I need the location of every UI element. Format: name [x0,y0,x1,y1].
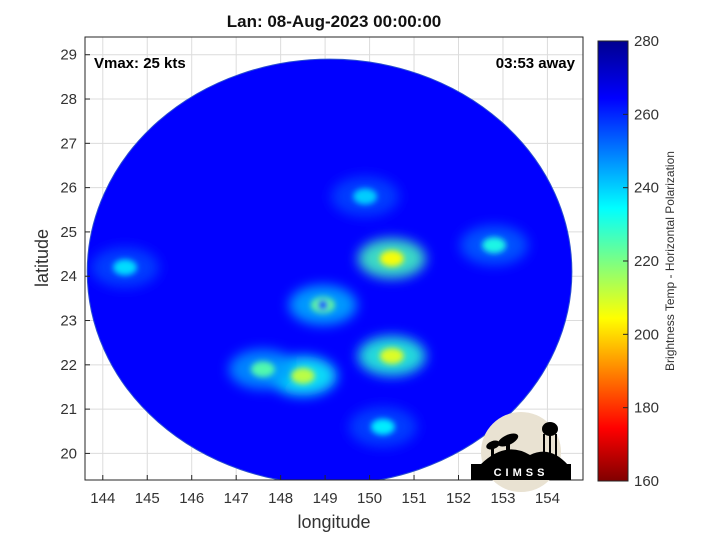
y-tick-label: 28 [60,91,77,108]
colorbar: 160 180 200 220 240 260 280 Brightness Temp - … [597,33,677,490]
x-tick-label: 144 [90,490,115,507]
satellite-dish-icon [486,433,519,457]
vmax-label: Vmax: 25 kts [94,55,186,72]
feature-core [379,347,404,364]
feature-core [250,361,275,378]
colorbar-tick-label: 200 [634,326,659,343]
y-axis-label: latitude [32,229,52,287]
y-tick-label: 23 [60,313,77,330]
eye-center [317,300,328,311]
time-away-label: 03:53 away [496,55,576,72]
logo-text: CIMSS [494,467,549,479]
swath-edge [86,58,573,480]
x-tick-label: 146 [179,490,204,507]
x-tick-label: 148 [268,490,293,507]
y-tick-label: 21 [60,401,77,418]
x-tick-label: 151 [402,490,427,507]
y-tick-label: 29 [60,47,77,64]
colorbar-ticks: 160 180 200 220 240 260 280 [623,33,659,490]
x-axis-label: longitude [297,512,370,532]
x-tick-label: 147 [224,490,249,507]
plot-area: 144 145 146 147 148 149 150 151 152 153 154 20 21 22… [60,36,584,507]
x-tick-label: 152 [446,490,471,507]
feature-core [353,188,378,205]
colorbar-tick-label: 220 [634,253,659,270]
water-tower-icon [542,422,558,462]
x-tick-label: 154 [535,490,560,507]
y-tick-label: 27 [60,135,77,152]
feature-core [482,237,507,254]
y-tick-label: 25 [60,224,77,241]
logo-hill [480,449,568,465]
x-tick-label: 153 [490,490,515,507]
x-tick-label: 145 [135,490,160,507]
logo-ground [471,464,571,480]
y-tick-label: 26 [60,180,77,197]
y-tick-label: 22 [60,357,77,374]
x-axis-ticks: 144 145 146 147 148 149 150 151 152 153 154 [90,475,560,507]
colorbar-tick-label: 180 [634,400,659,417]
feature-core [370,418,395,435]
swath [87,59,572,480]
colorbar-tick-label: 260 [634,106,659,123]
cimss-logo: CIMSS [471,412,571,492]
feature-core [379,250,404,267]
chart-title: Lan: 08-Aug-2023 00:00:00 [227,12,441,31]
y-tick-label: 20 [60,445,77,462]
swath-background [87,59,572,480]
x-tick-label: 150 [357,490,382,507]
colorbar-tick-label: 240 [634,180,659,197]
y-tick-label: 24 [60,268,77,285]
plot-frame [84,36,584,481]
feature-core [113,259,138,276]
colorbar-label: Brightness Temp - Horizontal Polarizatio… [663,151,677,371]
convective-cores [113,188,507,435]
colorbar-tick-label: 280 [634,33,659,50]
y-axis-ticks: 20 21 22 23 24 25 26 27 28 29 [60,47,90,462]
feature-core [290,367,315,384]
colorbar-tick-label: 160 [634,473,659,490]
x-tick-label: 149 [313,490,338,507]
